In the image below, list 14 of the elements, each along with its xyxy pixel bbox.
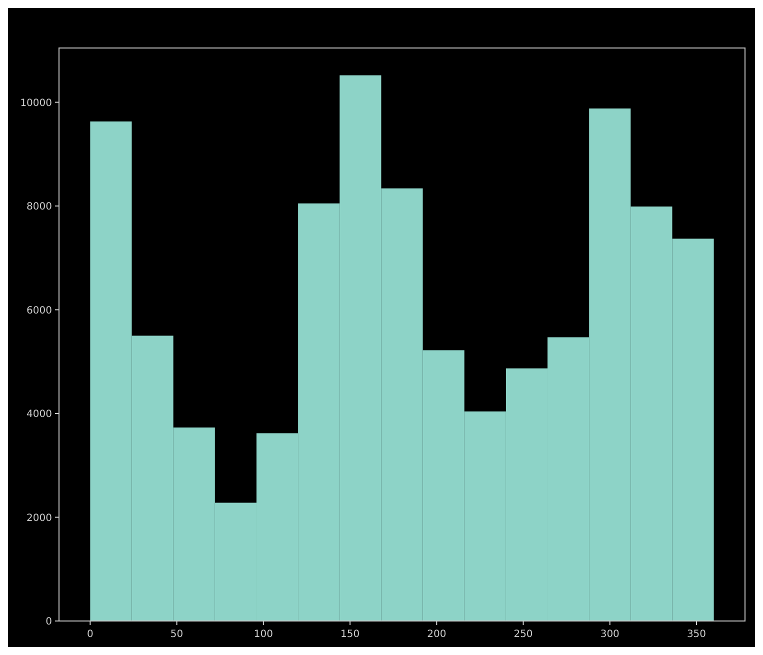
y-tick-label: 6000 xyxy=(26,305,52,316)
y-tick-label: 2000 xyxy=(26,512,52,524)
y-tick-label: 0 xyxy=(46,616,52,628)
x-tick-label: 350 xyxy=(686,629,706,640)
x-tick-label: 50 xyxy=(170,629,184,640)
x-tick-label: 300 xyxy=(600,629,620,640)
x-tick-label: 100 xyxy=(254,629,273,640)
x-tick-label: 200 xyxy=(427,629,446,640)
y-tick-label: 4000 xyxy=(26,409,52,420)
y-tick-label: 8000 xyxy=(26,202,52,213)
x-tick-label: 150 xyxy=(340,629,360,640)
x-tick-label: 0 xyxy=(86,629,94,640)
x-tick-label: 250 xyxy=(514,629,533,640)
y-tick-label: 10000 xyxy=(20,98,52,109)
